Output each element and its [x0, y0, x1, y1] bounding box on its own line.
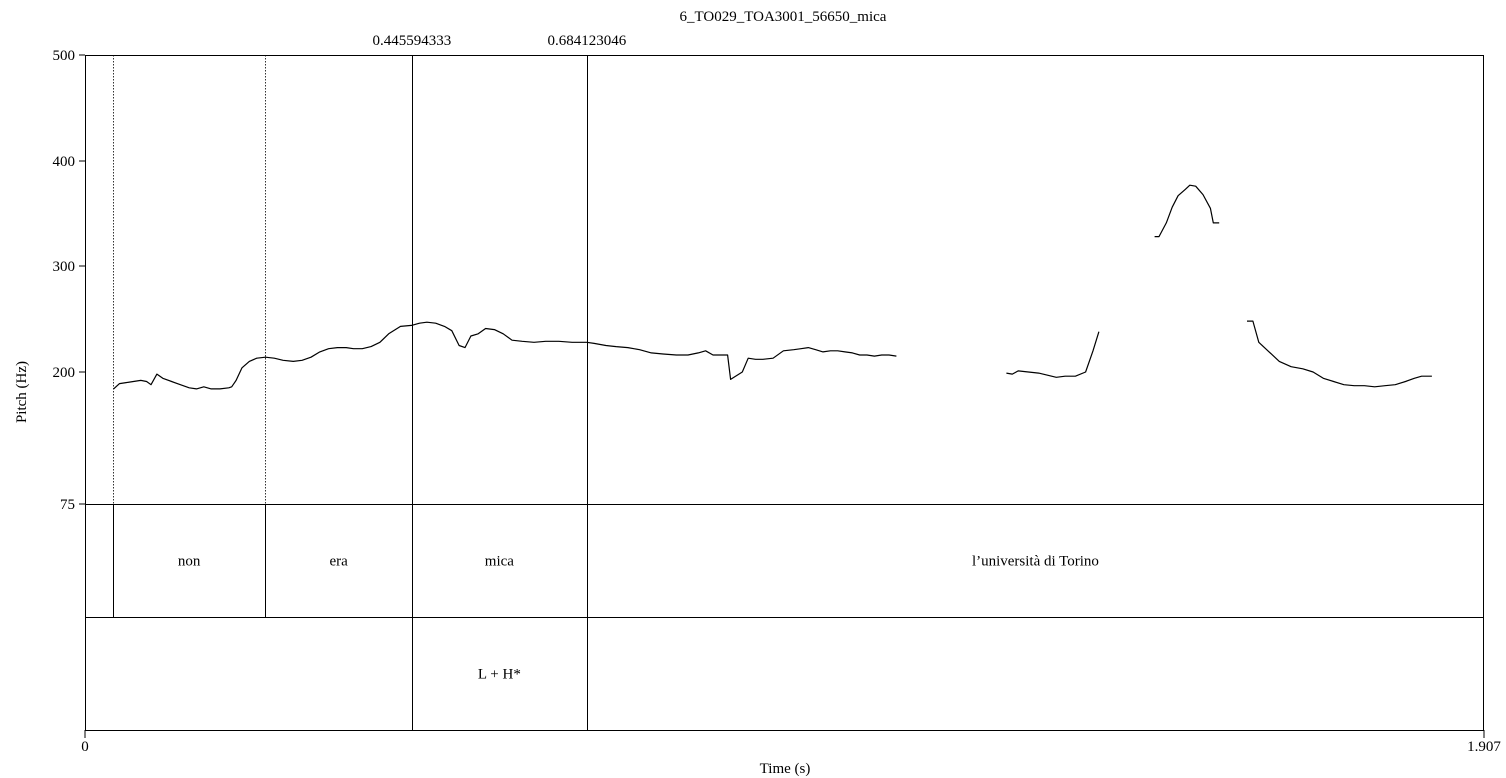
cursor-label-start: 0.445594333: [373, 33, 452, 49]
y-tick-label-200: 200: [53, 365, 76, 381]
word-label-0: non: [178, 554, 201, 570]
x-axis-label: Time (s): [760, 761, 811, 777]
y-tick-label-75: 75: [60, 497, 75, 513]
chart-title: 6_TO029_TOA3001_56650_mica: [680, 9, 887, 25]
tone-label-0: L + H*: [478, 667, 521, 683]
word-tier-labels: non era mica l’università di Torino: [178, 554, 1099, 570]
tone-tier-labels: L + H*: [478, 667, 521, 683]
y-axis-ticks: 500 400 300 200 75: [53, 48, 1485, 738]
tone-tier-frame: [85, 617, 1484, 731]
y-axis-label: Pitch (Hz): [14, 361, 30, 423]
word-label-3: l’università di Torino: [972, 554, 1099, 570]
pitch-segment-1: [1006, 331, 1100, 378]
pitch-plot-frame: [85, 55, 1484, 505]
y-tick-label-400: 400: [53, 154, 76, 170]
x-tick-label-min: 0: [81, 739, 89, 755]
x-tick-label-max: 1.907: [1467, 739, 1501, 755]
word-tier-frame: [85, 504, 1484, 618]
pitch-segment-3: [1247, 320, 1432, 388]
pitch-segment-0: [113, 321, 897, 390]
word-boundary-guides: [113, 55, 588, 504]
word-label-1: era: [330, 554, 349, 570]
tier-boundaries: [113, 504, 588, 730]
pitch-track: [113, 184, 1432, 390]
y-tick-label-500: 500: [53, 48, 76, 64]
word-label-2: mica: [485, 554, 514, 570]
cursor-label-end: 0.684123046: [548, 33, 627, 49]
pitch-segment-2: [1154, 184, 1220, 238]
y-tick-label-300: 300: [53, 259, 76, 275]
